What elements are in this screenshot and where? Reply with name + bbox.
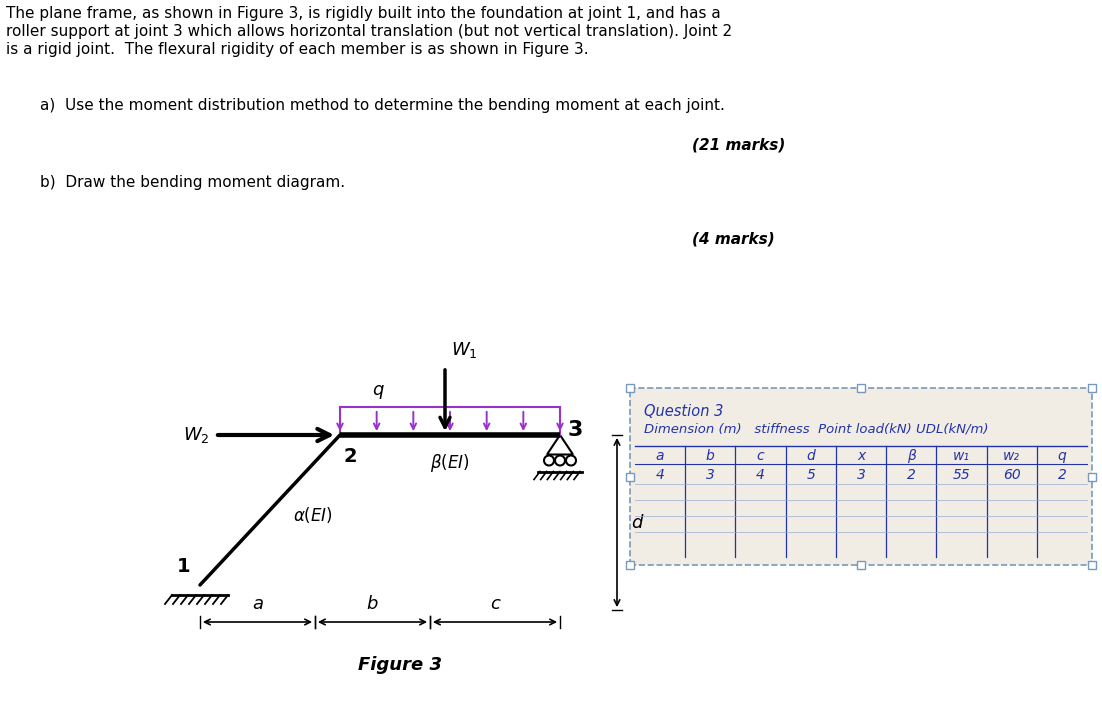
Text: w₁: w₁ (953, 449, 970, 463)
Bar (626, 472, 634, 481)
Text: $\beta(EI)$: $\beta(EI)$ (430, 452, 469, 474)
Bar (626, 561, 634, 569)
Text: q: q (372, 381, 383, 399)
Text: 5: 5 (807, 468, 815, 482)
Text: Question 3: Question 3 (644, 404, 723, 419)
Text: a: a (656, 449, 665, 463)
Text: (21 marks): (21 marks) (692, 138, 786, 153)
Bar (857, 561, 865, 569)
Text: 4: 4 (656, 468, 665, 482)
Bar (626, 384, 634, 392)
Bar (1088, 384, 1096, 392)
Text: b: b (706, 449, 715, 463)
Text: $\alpha(EI)$: $\alpha(EI)$ (293, 505, 333, 525)
Text: $W_1$: $W_1$ (451, 340, 477, 360)
Text: is a rigid joint.  The flexural rigidity of each member is as shown in Figure 3.: is a rigid joint. The flexural rigidity … (6, 42, 588, 57)
Bar (1088, 472, 1096, 481)
Text: 2: 2 (343, 448, 357, 467)
Bar (1088, 561, 1096, 569)
Text: a: a (252, 595, 263, 613)
Text: d: d (631, 513, 642, 532)
Text: a)  Use the moment distribution method to determine the bending moment at each j: a) Use the moment distribution method to… (40, 98, 725, 113)
Text: 2: 2 (1058, 468, 1067, 482)
Text: 60: 60 (1003, 468, 1020, 482)
Text: Figure 3: Figure 3 (358, 656, 442, 674)
Text: 3: 3 (568, 420, 583, 440)
Text: w₂: w₂ (1003, 449, 1020, 463)
Text: 1: 1 (177, 558, 191, 577)
Text: (4 marks): (4 marks) (692, 232, 775, 247)
Text: 3: 3 (856, 468, 865, 482)
Text: b)  Draw the bending moment diagram.: b) Draw the bending moment diagram. (40, 175, 345, 190)
Text: c: c (490, 595, 500, 613)
Text: β: β (907, 449, 916, 463)
Text: 55: 55 (952, 468, 971, 482)
Text: 2: 2 (907, 468, 916, 482)
Text: 4: 4 (756, 468, 765, 482)
Bar (630, 388, 1092, 565)
Text: The plane frame, as shown in Figure 3, is rigidly built into the foundation at j: The plane frame, as shown in Figure 3, i… (6, 6, 721, 21)
Text: c: c (757, 449, 765, 463)
Text: $W_2$: $W_2$ (183, 425, 210, 445)
Text: 3: 3 (706, 468, 715, 482)
Text: x: x (857, 449, 865, 463)
Text: Dimension (m)   stiffness  Point load(kN) UDL(kN/m): Dimension (m) stiffness Point load(kN) U… (644, 422, 988, 435)
Text: q: q (1058, 449, 1067, 463)
Bar (857, 384, 865, 392)
Text: d: d (807, 449, 815, 463)
Text: roller support at joint 3 which allows horizontal translation (but not vertical : roller support at joint 3 which allows h… (6, 24, 732, 39)
Text: b: b (367, 595, 378, 613)
